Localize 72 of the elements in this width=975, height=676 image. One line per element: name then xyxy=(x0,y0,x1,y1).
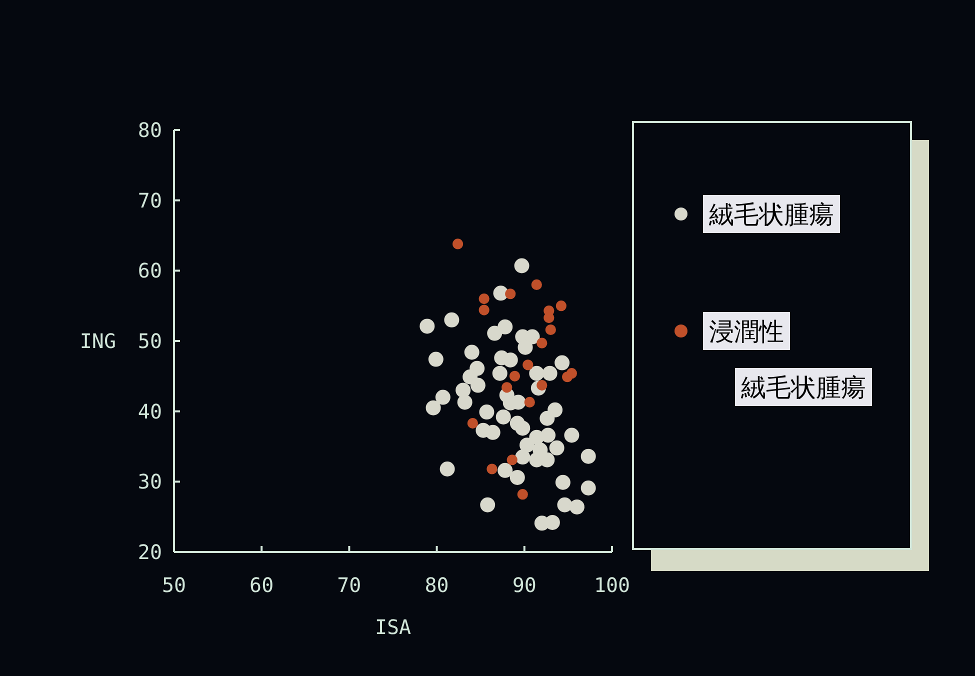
point xyxy=(496,409,511,424)
y-tick-label: 30 xyxy=(138,470,162,494)
point xyxy=(479,404,494,420)
point xyxy=(420,318,435,334)
point xyxy=(540,428,556,443)
x-tick-label: 70 xyxy=(337,573,362,597)
point xyxy=(556,300,566,312)
point xyxy=(464,344,480,360)
legend-label: 浸潤性絨毛状腫瘍 xyxy=(709,317,866,402)
point xyxy=(520,438,535,453)
point xyxy=(428,352,444,367)
y-tick-label: 80 xyxy=(138,118,162,142)
point xyxy=(506,454,518,466)
x-tick-label: 90 xyxy=(512,573,536,597)
point xyxy=(478,294,490,304)
point xyxy=(555,474,570,490)
point xyxy=(529,366,544,381)
point xyxy=(478,304,490,316)
point xyxy=(542,366,558,381)
x-tick-label: 60 xyxy=(250,573,274,597)
point xyxy=(566,368,578,379)
point xyxy=(485,424,500,440)
point xyxy=(509,370,520,382)
y-tick-label: 60 xyxy=(138,258,162,283)
legend-label: 絨毛状腫瘍 xyxy=(708,200,834,229)
point xyxy=(540,452,555,468)
point xyxy=(580,448,596,464)
x-tick-label: 100 xyxy=(594,573,630,597)
point xyxy=(515,420,530,436)
point xyxy=(514,258,530,274)
point xyxy=(426,400,441,416)
point xyxy=(510,470,525,485)
point xyxy=(564,428,580,443)
y-tick-label: 40 xyxy=(138,399,162,424)
point xyxy=(505,288,516,300)
point xyxy=(492,366,508,381)
point xyxy=(515,450,530,465)
point xyxy=(517,489,528,500)
x-tick-label: 50 xyxy=(162,573,186,597)
point xyxy=(487,326,502,341)
point xyxy=(580,480,596,496)
y-axis-title: ING xyxy=(80,329,116,353)
point xyxy=(486,464,498,474)
point xyxy=(544,514,560,530)
point xyxy=(457,394,472,410)
point xyxy=(554,355,570,370)
point xyxy=(502,382,512,393)
point xyxy=(502,352,518,368)
point xyxy=(480,497,496,512)
point xyxy=(467,418,478,429)
point xyxy=(498,319,513,334)
y-tick-label: 70 xyxy=(138,188,162,212)
point xyxy=(557,497,572,512)
point xyxy=(540,410,555,426)
x-axis-title: ISA xyxy=(374,615,412,639)
point xyxy=(452,238,464,250)
point xyxy=(444,312,460,328)
point xyxy=(569,499,584,514)
point xyxy=(522,360,534,370)
x-tick-label: 80 xyxy=(424,573,449,597)
point xyxy=(545,324,556,336)
point xyxy=(524,396,535,408)
point xyxy=(531,279,542,290)
point xyxy=(435,390,450,405)
point xyxy=(498,462,513,478)
point xyxy=(440,462,455,477)
y-tick-label: 20 xyxy=(138,540,162,564)
y-tick-label: 50 xyxy=(138,329,162,353)
point xyxy=(456,382,471,398)
point xyxy=(536,338,548,348)
point xyxy=(470,378,486,393)
point xyxy=(549,440,564,456)
